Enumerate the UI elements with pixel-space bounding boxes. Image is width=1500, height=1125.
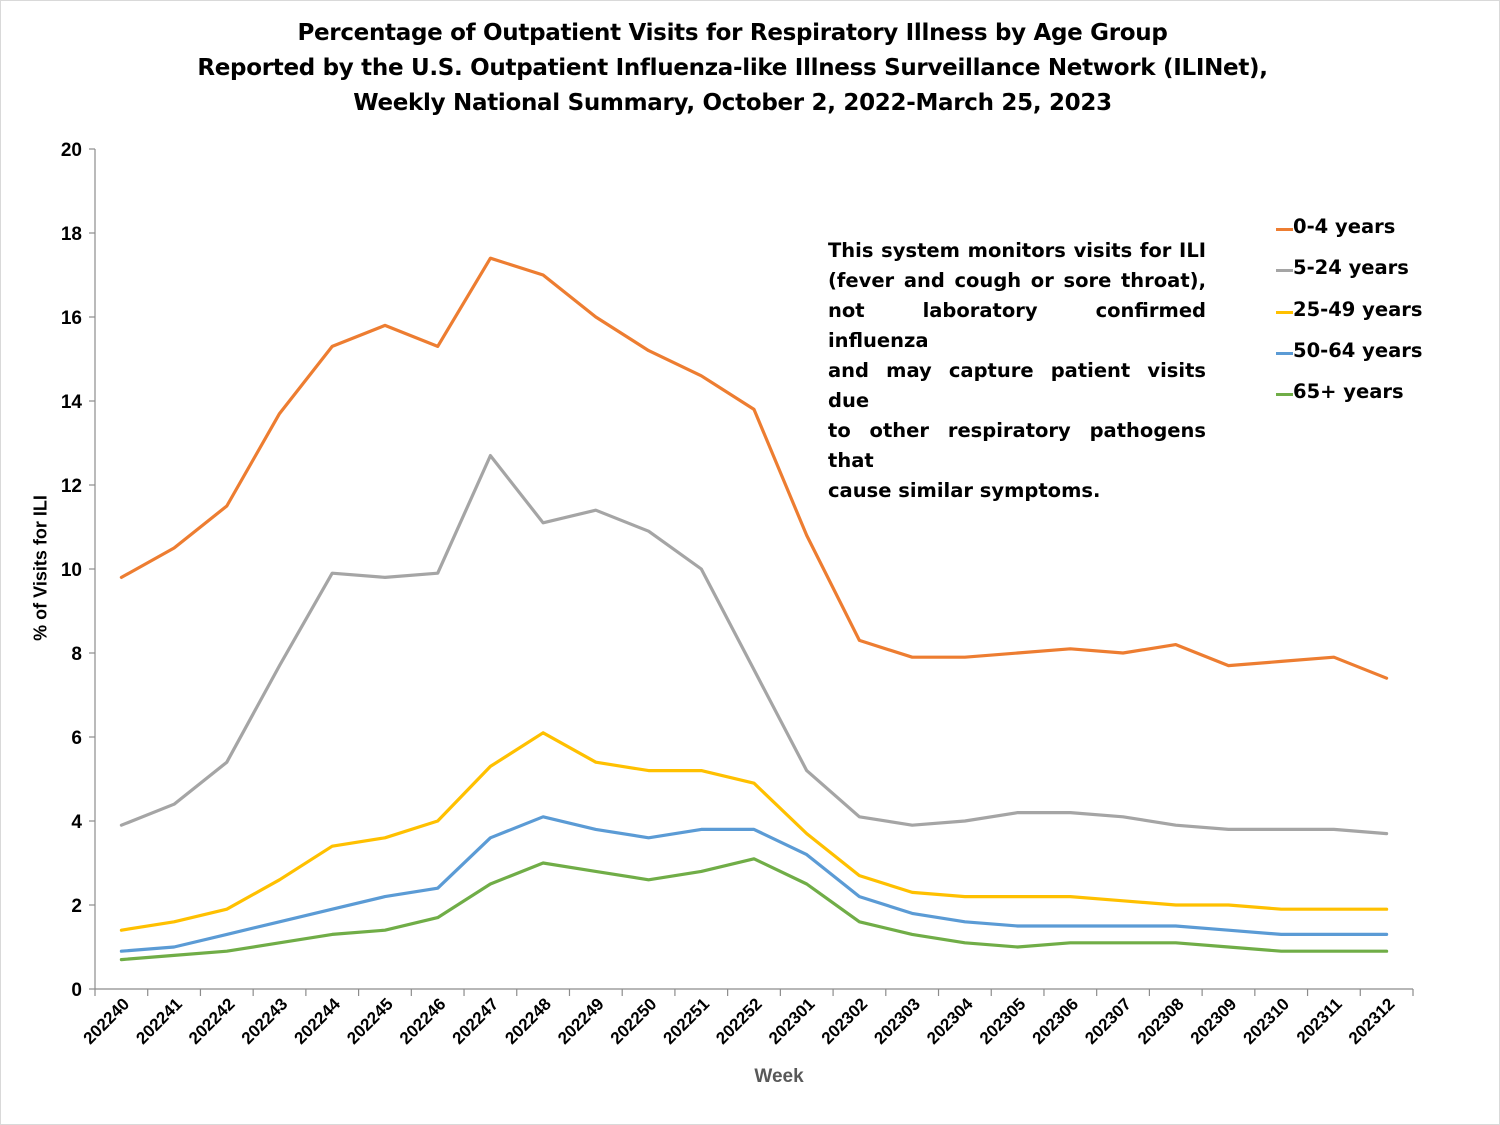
- annotation-line: to other respiratory pathogens that: [828, 419, 1206, 472]
- series-line-25-49-years: [119, 731, 1389, 932]
- y-tick-label: 2: [71, 896, 82, 917]
- y-tick-label: 6: [71, 728, 82, 749]
- series-line-5-24-years: [119, 454, 1389, 836]
- series-line-50-64-years: [119, 815, 1389, 953]
- chart-title-line-2: Reported by the U.S. Outpatient Influenz…: [197, 55, 1268, 81]
- annotation-line: (fever and cough or sore throat),: [828, 269, 1206, 292]
- y-tick-label: 14: [61, 392, 83, 413]
- chart-title-line-1: Percentage of Outpatient Visits for Resp…: [297, 20, 1168, 46]
- x-tick-label: 202242: [185, 994, 239, 1048]
- annotation-line: This system monitors visits for ILI: [828, 239, 1206, 262]
- x-tick-label: 202308: [1134, 994, 1188, 1048]
- y-tick-label: 8: [71, 644, 82, 665]
- x-tick-label: 202244: [291, 994, 345, 1048]
- x-tick-label: 202247: [449, 994, 503, 1048]
- chart-annotation: This system monitors visits for ILI (fev…: [828, 236, 1206, 506]
- x-tick-label: 202243: [238, 994, 292, 1048]
- series-line-65-years: [119, 857, 1389, 962]
- x-tick-label: 202306: [1029, 994, 1083, 1048]
- legend-swatch: [1276, 351, 1293, 355]
- x-tick-label: 202248: [501, 994, 555, 1048]
- x-tick-label: 202309: [1187, 994, 1241, 1048]
- y-tick-label: 0: [71, 980, 82, 1001]
- legend-swatch: [1276, 393, 1293, 397]
- y-tick-label: 16: [61, 308, 82, 329]
- legend-label: 5-24 years: [1293, 256, 1409, 280]
- x-axis-title: Week: [754, 1066, 804, 1087]
- x-tick-label: 202304: [923, 994, 977, 1048]
- legend-label: 50-64 years: [1293, 338, 1423, 362]
- x-tick-label: 202311: [1293, 994, 1346, 1047]
- x-tick-label: 202252: [712, 994, 766, 1048]
- x-tick-label: 202251: [660, 994, 714, 1048]
- x-tick-label: 202310: [1239, 994, 1293, 1048]
- legend-swatch: [1276, 228, 1293, 231]
- chart-title-line-3: Weekly National Summary, October 2, 2022…: [353, 90, 1112, 116]
- legend-swatch: [1276, 310, 1293, 314]
- x-tick-label: 202246: [396, 994, 450, 1048]
- x-tick-label: 202302: [818, 994, 872, 1048]
- y-axis-title: % of Visits for ILI: [30, 495, 51, 641]
- legend-swatch: [1276, 269, 1293, 273]
- x-tick-label: 202307: [1081, 994, 1135, 1048]
- y-tick-label: 18: [61, 224, 82, 245]
- y-tick-label: 10: [61, 560, 82, 581]
- annotation-line: not laboratory confirmed influenza: [828, 299, 1206, 352]
- x-tick-label: 202303: [870, 994, 924, 1048]
- x-tick-label: 202241: [132, 994, 186, 1048]
- x-tick-label: 202312: [1345, 994, 1399, 1048]
- annotation-line: and may capture patient visits due: [828, 359, 1206, 412]
- annotation-line: cause similar symptoms.: [828, 479, 1101, 502]
- y-tick-label: 4: [71, 812, 82, 833]
- x-tick-label: 202245: [343, 994, 397, 1048]
- y-tick-label: 20: [61, 140, 82, 161]
- x-tick-label: 202249: [554, 994, 608, 1048]
- legend-label: 25-49 years: [1293, 297, 1423, 321]
- x-tick-label: 202305: [976, 994, 1030, 1048]
- y-tick-label: 12: [61, 476, 82, 497]
- legend-label: 0-4 years: [1293, 215, 1396, 238]
- legend-label: 65+ years: [1293, 380, 1404, 404]
- x-tick-label: 202250: [607, 994, 661, 1048]
- x-tick-label: 202240: [80, 994, 134, 1048]
- x-tick-label: 202301: [765, 994, 819, 1048]
- series-line-0-4-years: [119, 256, 1389, 680]
